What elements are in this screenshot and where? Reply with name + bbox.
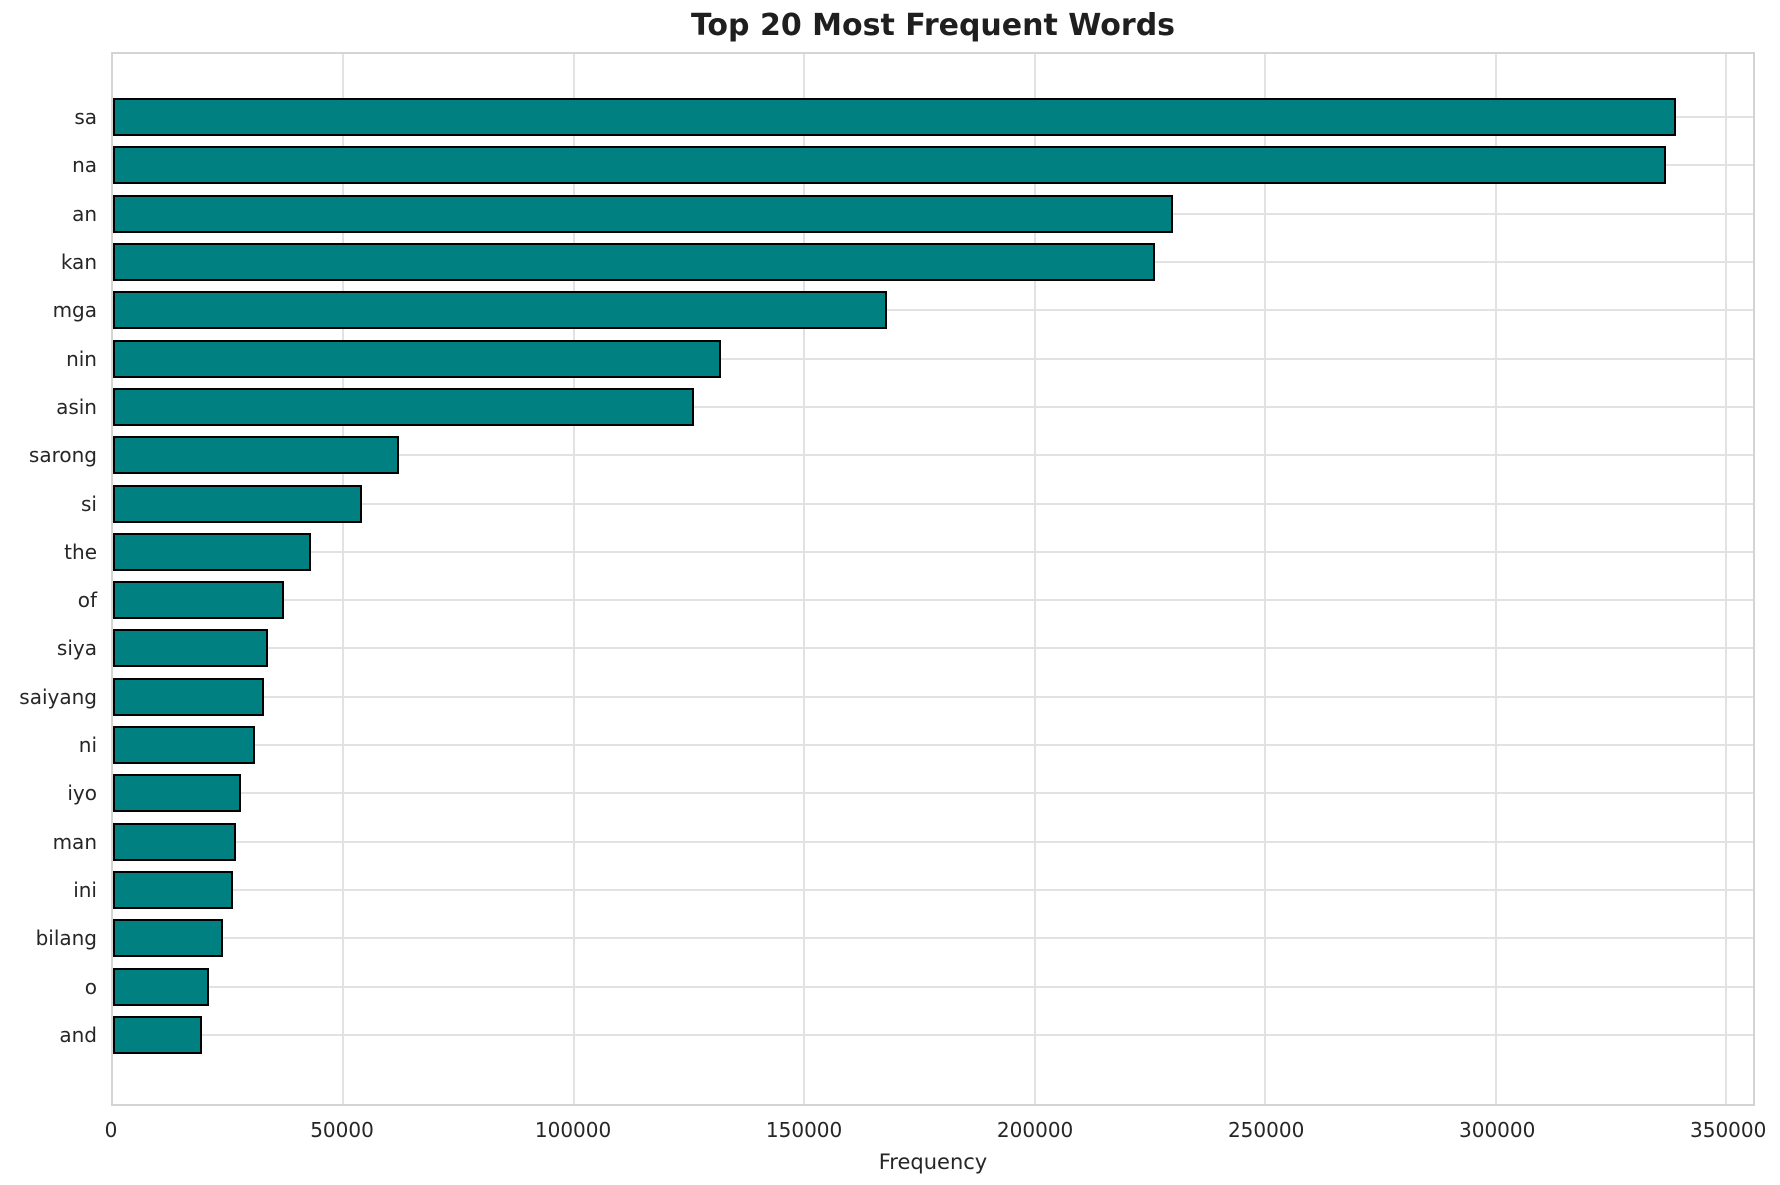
bar-row: o	[85, 967, 1753, 1006]
frequency-bar	[113, 726, 255, 765]
frequency-bar	[113, 967, 209, 1006]
frequency-bar	[113, 291, 888, 330]
y-tick-label: nin	[66, 346, 97, 371]
plot-area: sa na an kan mga nin asin sarong si the of siya saiy…	[19, 52, 1755, 1106]
x-tick-label: 0	[104, 1118, 118, 1142]
y-tick-label: si	[81, 491, 97, 516]
y-tick-label: sarong	[28, 443, 97, 468]
bar-row: the	[64, 532, 1753, 571]
bar-row: kan	[61, 242, 1753, 281]
h-gridline	[113, 792, 1753, 795]
y-tick-label: siya	[56, 636, 97, 661]
y-tick-label: kan	[60, 249, 97, 274]
x-tick-label: 50000	[310, 1118, 374, 1142]
v-gridline	[572, 54, 575, 1104]
h-gridline	[113, 357, 1753, 360]
bar-row: na	[72, 146, 1753, 185]
y-tick-label: and	[59, 1022, 97, 1047]
x-axis-ticks: 0 50000 100000 150000 200000 250000 300000 3500…	[105, 1118, 1767, 1144]
frequency-bar	[113, 774, 242, 813]
frequency-bar	[113, 1015, 202, 1054]
y-tick-label: iyo	[67, 781, 97, 806]
h-gridline	[113, 937, 1753, 940]
frequency-bar	[113, 339, 722, 378]
h-gridline	[113, 889, 1753, 891]
bar-row: nin	[66, 339, 1753, 378]
x-tick-label: 200000	[996, 1118, 1074, 1142]
h-gridline	[113, 840, 1753, 843]
v-gridline	[1494, 54, 1497, 1104]
y-tick-label: na	[72, 153, 97, 178]
frequency-bar	[113, 242, 1155, 281]
bar-row: an	[72, 194, 1753, 233]
h-gridline	[113, 1033, 1753, 1036]
y-tick-label: the	[64, 539, 97, 564]
x-tick-label: 350000	[1690, 1118, 1767, 1142]
bar-row: ni	[79, 726, 1753, 765]
h-gridline	[113, 405, 1753, 408]
v-gridline	[342, 54, 345, 1104]
v-gridline	[803, 54, 806, 1104]
bar-row: siya	[57, 629, 1753, 668]
v-gridline	[1725, 54, 1728, 1104]
bar-row: si	[81, 484, 1753, 523]
h-gridline	[113, 309, 1753, 312]
frequency-bar	[113, 436, 399, 475]
frequency-bar	[113, 98, 1676, 136]
frequency-bar	[113, 629, 269, 668]
frequency-bar	[113, 387, 694, 426]
y-tick-label: saiyang	[19, 684, 97, 709]
x-tick-label: 250000	[1227, 1118, 1305, 1142]
bar-row: of	[78, 581, 1753, 620]
bar-row: saiyang	[19, 677, 1753, 716]
bar-row: bilang	[36, 919, 1753, 958]
v-gridline	[1033, 54, 1036, 1104]
h-gridline	[113, 985, 1753, 988]
frequency-bar	[113, 146, 1667, 185]
bar-row: man	[53, 822, 1753, 861]
frequency-bar	[113, 919, 224, 958]
y-tick-label: bilang	[35, 926, 97, 951]
frequency-bar	[113, 822, 237, 861]
y-tick-label: o	[84, 974, 97, 999]
v-gridline	[1264, 54, 1267, 1104]
h-gridline	[113, 744, 1753, 747]
y-tick-label: an	[72, 201, 97, 226]
y-tick-label: mga	[52, 298, 97, 323]
h-gridline	[113, 647, 1753, 650]
bar-row: ini	[73, 871, 1753, 909]
y-tick-label: man	[52, 829, 97, 854]
frequency-bar	[113, 677, 264, 716]
x-tick-label: 150000	[765, 1118, 843, 1142]
x-axis-label: Frequency	[878, 1150, 988, 1174]
bar-row: and	[59, 1015, 1753, 1054]
h-gridline	[113, 454, 1753, 457]
h-gridline	[113, 695, 1753, 698]
frequency-bar	[113, 532, 312, 571]
bar-row: asin	[56, 387, 1753, 426]
bar-row: sarong	[29, 436, 1753, 475]
y-tick-label: sa	[74, 105, 97, 129]
bar-rows: sa na an kan mga nin asin sarong si the of siya saiy…	[19, 54, 1753, 1104]
frequency-bar	[113, 581, 284, 620]
h-gridline	[113, 502, 1753, 505]
chart-title: Top 20 Most Frequent Words	[690, 8, 1176, 43]
bar-row: iyo	[67, 774, 1753, 813]
x-tick-label: 300000	[1458, 1118, 1536, 1142]
bar-row: mga	[53, 291, 1753, 330]
frequency-bar	[113, 194, 1174, 233]
y-tick-label: ini	[73, 878, 97, 902]
frequency-bar	[113, 871, 233, 909]
y-tick-label: of	[77, 588, 97, 613]
y-tick-label: asin	[56, 394, 97, 419]
y-tick-label: ni	[78, 733, 97, 758]
h-gridline	[113, 550, 1753, 553]
x-tick-label: 100000	[534, 1118, 612, 1142]
frequency-bar	[113, 484, 362, 523]
bar-row: sa	[74, 98, 1753, 136]
h-gridline	[113, 599, 1753, 602]
